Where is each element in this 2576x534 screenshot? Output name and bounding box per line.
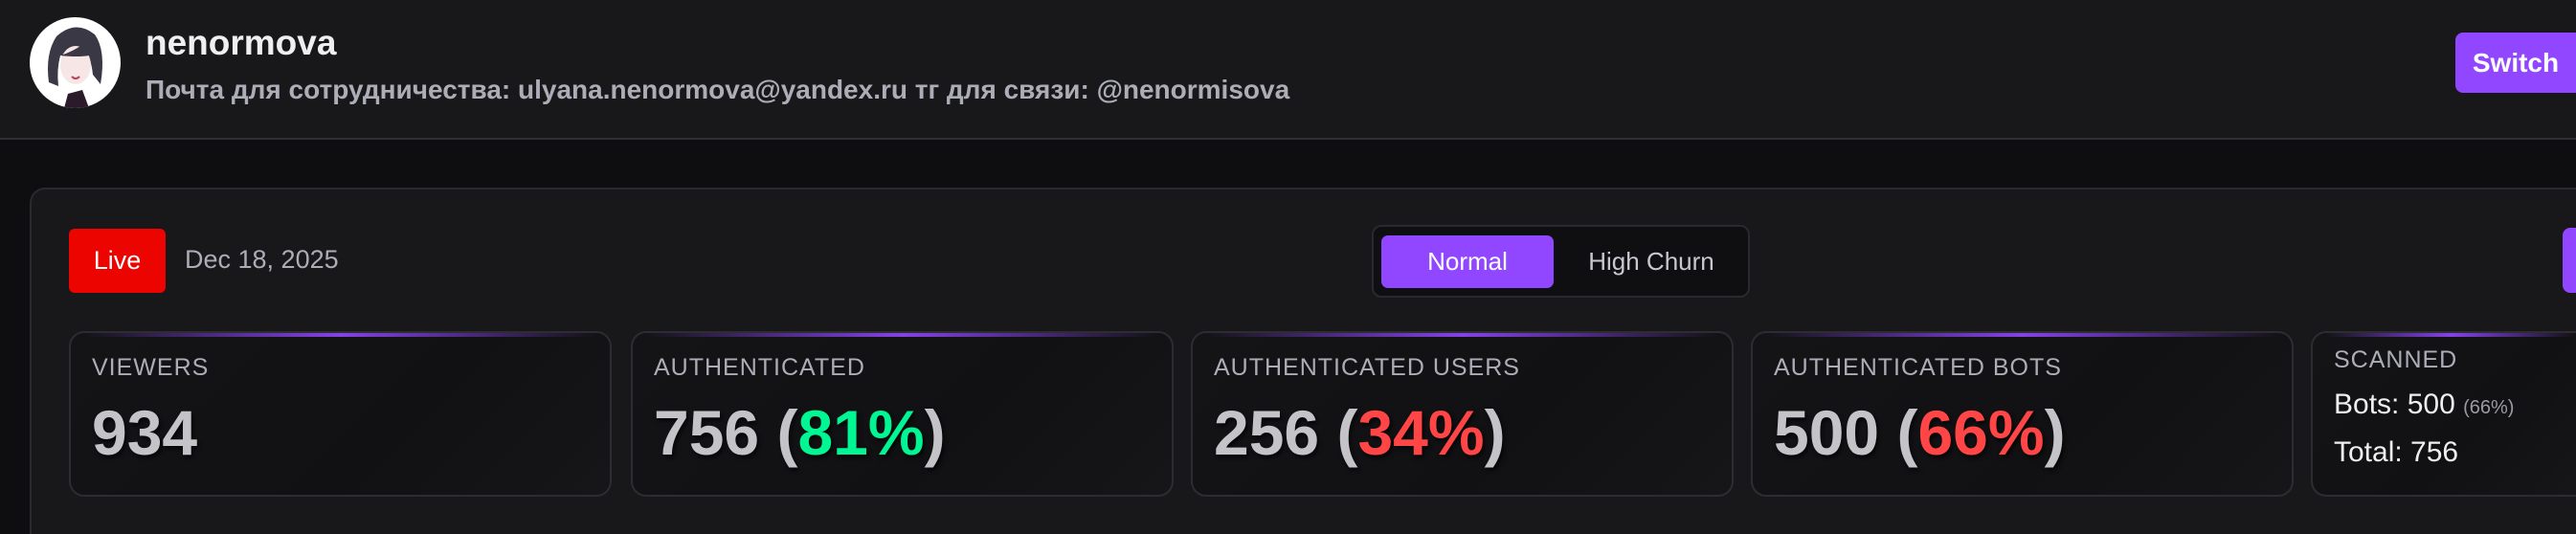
switch-button[interactable]: Switch xyxy=(2455,33,2576,93)
authenticated-card: AUTHENTICATED 756 (81%) xyxy=(631,331,1174,497)
scanned-card: SCANNED Bots: 500 (66%) Total: 756 xyxy=(2311,331,2576,497)
mode-normal-button[interactable]: Normal xyxy=(1381,235,1554,288)
avatar[interactable] xyxy=(30,17,121,108)
mode-toggle: Normal High Churn xyxy=(1372,225,1750,298)
stream-date: Dec 18, 2025 xyxy=(185,245,339,274)
mode-high-churn-button[interactable]: High Churn xyxy=(1588,247,1714,276)
card-label: AUTHENTICATED BOTS xyxy=(1774,354,2062,381)
scanned-bots-percent: (66%) xyxy=(2463,397,2515,418)
card-value: 934 xyxy=(92,396,197,469)
channel-header: nenormova Почта для сотрудничества: ulya… xyxy=(0,0,2576,140)
value-number: 756 xyxy=(654,397,760,468)
value-percent: 81% xyxy=(797,397,925,468)
card-accent xyxy=(646,333,1158,337)
card-value: 756 (81%) xyxy=(654,397,946,468)
card-label: VIEWERS xyxy=(92,354,210,381)
card-label: SCANNED xyxy=(2334,346,2458,373)
scanned-total: Total: 756 xyxy=(2334,436,2459,468)
live-badge: Live xyxy=(69,229,166,293)
card-accent xyxy=(1206,333,1718,337)
channel-name: nenormova xyxy=(146,23,337,62)
scanned-bots-value: Bots: 500 xyxy=(2334,389,2455,420)
viewers-card: VIEWERS 934 xyxy=(69,331,612,497)
card-label: AUTHENTICATED xyxy=(654,354,865,381)
scanned-bots: Bots: 500 (66%) xyxy=(2334,389,2514,421)
channel-description: Почта для сотрудничества: ulyana.nenormo… xyxy=(146,75,1290,104)
card-accent xyxy=(84,333,596,337)
value-percent: 34% xyxy=(1357,397,1485,468)
card-label: AUTHENTICATED USERS xyxy=(1214,354,1520,381)
authenticated-users-card: AUTHENTICATED USERS 256 (34%) xyxy=(1191,331,1734,497)
card-accent xyxy=(1766,333,2278,337)
authenticated-bots-card: AUTHENTICATED BOTS 500 (66%) xyxy=(1751,331,2294,497)
value-percent: 66% xyxy=(1917,397,2045,468)
value-number: 500 xyxy=(1774,397,1880,468)
value-number: 934 xyxy=(92,397,198,468)
card-accent xyxy=(2326,333,2576,337)
card-value: 500 (66%) xyxy=(1774,397,2066,468)
action-button[interactable] xyxy=(2563,228,2576,293)
card-value: 256 (34%) xyxy=(1214,397,1506,468)
value-number: 256 xyxy=(1214,397,1320,468)
